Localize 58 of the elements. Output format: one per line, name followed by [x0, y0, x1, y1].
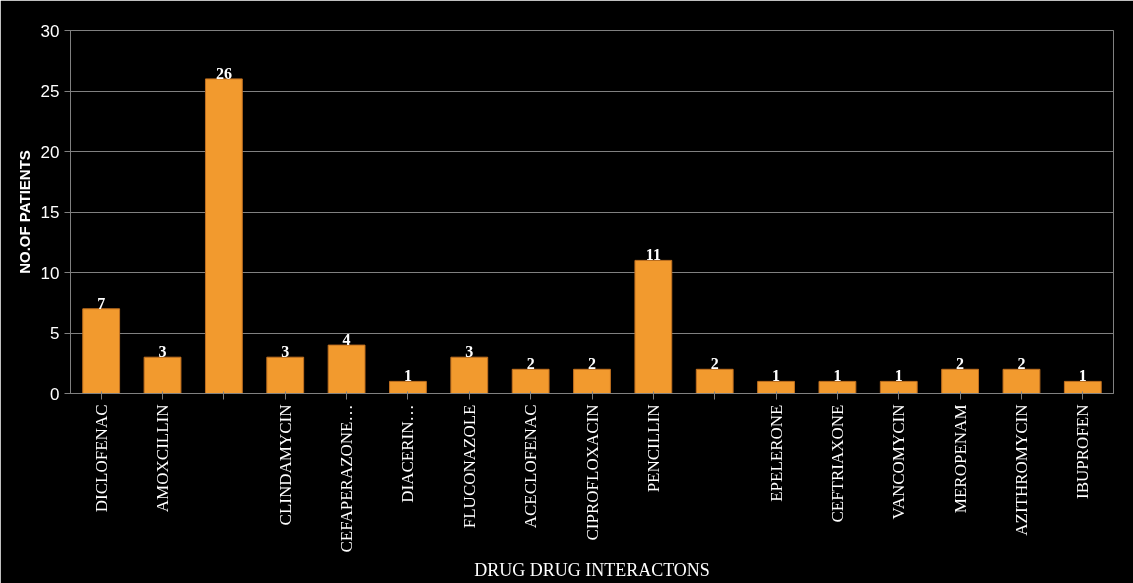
x-tick-label: MEROPENAM [950, 404, 970, 514]
data-label: 1 [833, 367, 842, 385]
x-tick-label: VANCOMYCIN [889, 404, 909, 520]
bar [450, 356, 489, 394]
y-axis-title: NO.OF PATIENTS [15, 150, 33, 274]
bar [818, 380, 857, 394]
data-label: 7 [97, 294, 106, 312]
data-label: 1 [403, 367, 412, 385]
x-tick-label: IBUPROFEN [1073, 404, 1093, 499]
data-label: 3 [465, 343, 474, 361]
y-tick-label: 0 [50, 384, 60, 404]
bar [143, 356, 182, 394]
x-tick-label: DICLOFENAC [91, 404, 111, 513]
data-label: 2 [956, 355, 965, 373]
bar [204, 78, 243, 394]
bar [757, 380, 795, 394]
data-label: 1 [772, 367, 781, 385]
bar [266, 356, 305, 394]
bar [82, 308, 121, 394]
data-label: 1 [1078, 367, 1087, 385]
data-label: 26 [215, 64, 232, 82]
x-tick-label: DIACERIN… [398, 404, 418, 503]
bar [511, 368, 550, 394]
bar [941, 368, 980, 394]
y-tick-label: 30 [40, 21, 60, 41]
y-tick-label: 20 [40, 142, 60, 162]
bar [879, 380, 918, 394]
x-tick-label: CEFTRIAXONE [827, 404, 847, 523]
x-tick-label: CIPROFLOXACIN [582, 404, 602, 541]
x-tick-label: PENCILLIN [643, 404, 663, 493]
y-tick-label: 10 [40, 263, 60, 283]
data-label: 2 [710, 355, 719, 373]
bar [634, 259, 673, 394]
x-tick-label: ACECLOFENAC [521, 404, 541, 529]
data-label: 2 [588, 355, 596, 373]
x-tick-label: CLINDAMYCIN [275, 404, 295, 526]
bar [327, 344, 366, 394]
bar [695, 368, 734, 394]
data-label: 3 [158, 343, 167, 361]
x-tick-label: FLUCONAZOLE [459, 404, 479, 529]
y-tick-label: 25 [40, 82, 60, 101]
bar [389, 380, 427, 394]
x-tick-label: AZITHROMYCIN [1011, 404, 1031, 536]
data-label: 3 [281, 343, 290, 361]
data-label: 11 [645, 246, 661, 264]
data-label: 2 [526, 355, 535, 373]
y-tick-label: 15 [40, 203, 60, 222]
x-axis-title: DRUG DRUG INTERACTONS [474, 560, 710, 581]
data-label: 2 [1017, 355, 1026, 373]
x-tick-label: AMOXCILLIN [153, 404, 173, 513]
x-tick-label: EPELERONE [766, 404, 786, 502]
bar [1002, 368, 1041, 394]
x-tick-label: CEFAPERAZONE… [337, 404, 357, 553]
bar [1063, 380, 1102, 394]
bar [573, 368, 611, 394]
data-label: 4 [342, 331, 351, 349]
data-label: 1 [894, 367, 903, 385]
y-tick-label: 5 [50, 324, 60, 343]
